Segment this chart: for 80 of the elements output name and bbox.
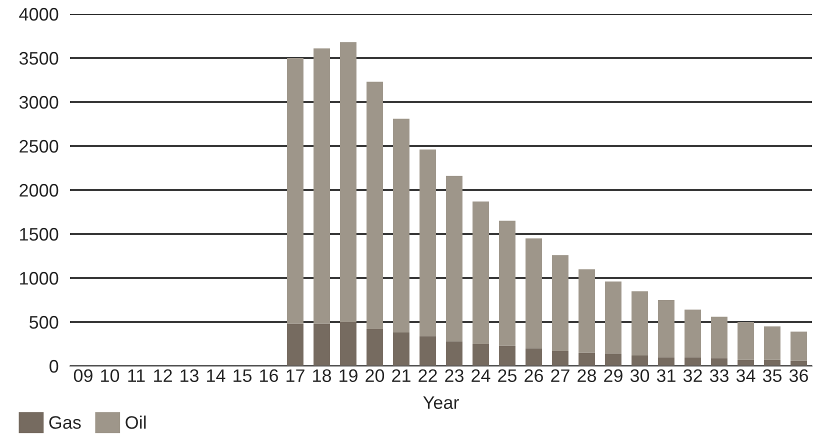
bar [287, 324, 304, 366]
x-tick-label: 26 [524, 369, 543, 382]
x-tick-label: 29 [604, 369, 622, 382]
bar [632, 291, 648, 356]
x-tick-label: 28 [578, 369, 596, 382]
x-tick-label: 36 [789, 369, 808, 382]
bar [605, 354, 622, 366]
bar [552, 255, 568, 352]
x-tick-label: 33 [710, 369, 728, 382]
legend-label: Oil [126, 416, 146, 429]
x-tick-label: 35 [762, 369, 782, 382]
bar [314, 324, 330, 366]
bar [446, 176, 462, 342]
bar [472, 201, 489, 344]
y-tick-label: 2500 [20, 140, 58, 153]
bar [499, 220, 516, 346]
x-tick-label: 15 [234, 369, 252, 382]
bar [526, 238, 542, 348]
x-tick-label: 34 [736, 369, 756, 382]
bar [420, 150, 436, 336]
bar [366, 329, 383, 366]
x-tick-label: 12 [154, 369, 172, 382]
bar [578, 269, 595, 353]
bar [790, 332, 807, 361]
bar [764, 326, 780, 360]
legend-label: Gas [49, 416, 81, 429]
bar [658, 300, 674, 358]
x-tick-label: 13 [180, 369, 198, 382]
bar [790, 360, 807, 366]
bar [764, 360, 780, 366]
x-tick-label: 14 [207, 369, 226, 382]
bar [738, 360, 754, 366]
x-tick-label: 11 [128, 369, 145, 382]
x-axis-title: Year [423, 396, 459, 409]
y-tick-label: 0 [50, 360, 58, 373]
bar [632, 355, 648, 366]
x-tick-label: 19 [340, 369, 358, 382]
bar [552, 351, 568, 366]
bar [658, 357, 674, 366]
bar [684, 357, 701, 366]
x-tick-label: 31 [656, 369, 676, 382]
bar [605, 282, 622, 354]
bar [393, 118, 410, 333]
bar [499, 346, 516, 366]
bar [472, 344, 489, 366]
x-tick-label: 27 [551, 369, 570, 382]
x-tick-label: 25 [498, 369, 517, 382]
x-tick-label: 16 [260, 369, 278, 382]
x-tick-label: 18 [313, 369, 332, 382]
x-tick-label: 21 [392, 369, 410, 382]
x-tick-label: 24 [472, 369, 490, 382]
x-tick-label: 32 [683, 369, 702, 382]
y-tick-label: 3000 [19, 96, 58, 109]
bar [340, 322, 356, 366]
y-tick-label: 1500 [20, 228, 58, 241]
y-tick-label: 4000 [19, 8, 58, 21]
bar [420, 336, 436, 366]
y-tick-label: 1000 [20, 272, 58, 285]
bar [711, 316, 728, 358]
bar [340, 42, 356, 322]
bar [684, 310, 701, 358]
bar [526, 348, 542, 366]
x-tick-label: 22 [418, 369, 437, 382]
bar [578, 352, 595, 366]
bar [366, 82, 383, 330]
y-tick-label: 2000 [20, 184, 58, 197]
bar [738, 322, 754, 360]
y-tick-label: 500 [29, 316, 58, 329]
bar [393, 332, 410, 366]
bar [711, 358, 728, 366]
x-tick-label: 09 [74, 369, 92, 382]
x-tick-label: 17 [286, 369, 304, 382]
x-tick-label: 23 [445, 369, 464, 382]
x-tick-label: 30 [630, 369, 650, 382]
y-tick-label: 3500 [19, 52, 58, 65]
bar [314, 48, 330, 324]
bar [287, 58, 304, 324]
x-tick-label: 20 [366, 369, 384, 382]
x-tick-label: 10 [101, 369, 120, 382]
bar [446, 341, 462, 366]
